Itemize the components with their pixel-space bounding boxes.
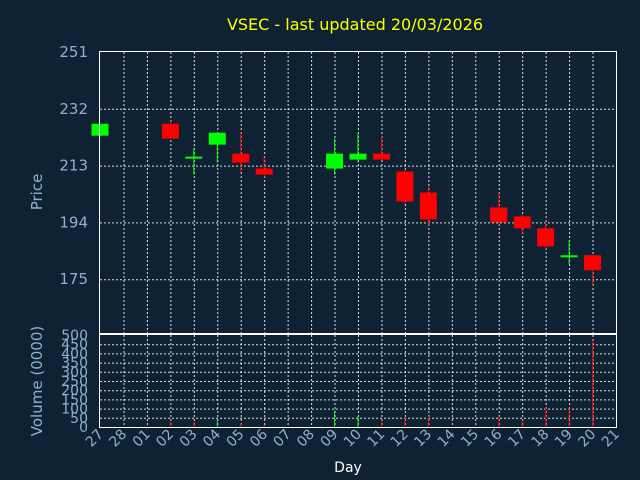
price-panel-frame [99, 51, 617, 334]
x-axis-label: Day [334, 460, 362, 476]
x-tick-label: 02 [153, 427, 177, 451]
volume-tick-label: 250 [61, 374, 88, 390]
x-tick-label: 15 [458, 427, 482, 451]
volume-grid [100, 335, 616, 427]
x-tick-label: 13 [411, 427, 435, 451]
candle-body [208, 132, 226, 145]
x-tick-label: 20 [575, 427, 599, 451]
candle-body [161, 123, 179, 139]
candle-body [584, 255, 602, 271]
x-tick-label: 16 [482, 426, 506, 450]
x-tick-label: 14 [435, 426, 459, 450]
price-axis-label: Price [28, 174, 46, 211]
x-tick-labels: 27 28 01 02 03 04 05 06 07 08 09 10 11 12 13 14 15 16 17 18… [83, 426, 623, 450]
x-tick-label: 21 [599, 427, 623, 451]
price-tick-label: 194 [59, 213, 88, 231]
price-tick-labels: 175 194 213 232 251 [59, 43, 88, 288]
x-tick-label: 17 [505, 427, 529, 451]
x-tick-label: 08 [294, 427, 318, 451]
x-tick-label: 01 [130, 427, 154, 451]
volume-tick-label: 500 [61, 328, 88, 344]
candle-body [185, 156, 203, 159]
candles [91, 120, 602, 286]
volume-tick-label: 100 [61, 402, 88, 418]
x-tick-label: 04 [200, 426, 224, 450]
x-tick-label: 03 [177, 427, 201, 451]
price-tick-label: 232 [59, 100, 88, 118]
x-tick-label: 11 [364, 427, 388, 451]
volume-panel-frame [99, 334, 617, 428]
candle-body [232, 153, 250, 163]
x-tick-label: 06 [247, 426, 271, 450]
volume-tick-label: 300 [61, 365, 88, 381]
x-tick-label: 05 [224, 427, 248, 451]
candle-body [419, 192, 437, 220]
price-tick-label: 175 [59, 270, 88, 288]
x-tick-label: 28 [106, 427, 130, 451]
price-tick-label: 213 [59, 157, 88, 175]
candle-body [326, 153, 344, 169]
candle-body [255, 168, 273, 175]
volume-tick-label: 150 [61, 392, 88, 408]
x-tick-label: 10 [341, 427, 365, 451]
volume-bars [169, 340, 594, 427]
candle-body [537, 228, 555, 247]
candle-body [396, 171, 414, 202]
candle-body [513, 216, 531, 229]
volume-tick-label: 400 [61, 346, 88, 362]
volume-tick-label: 200 [61, 383, 88, 399]
x-tick-label: 19 [552, 427, 576, 451]
candle-body [560, 255, 578, 258]
volume-tick-label: 0 [79, 420, 88, 436]
volume-tick-label: 50 [70, 411, 88, 427]
x-tick-label: 09 [317, 427, 341, 451]
x-tick-label: 07 [271, 427, 295, 451]
candle-body [349, 153, 367, 160]
candle-body [490, 207, 508, 223]
x-tick-label: 12 [388, 427, 412, 451]
price-tick-label: 251 [59, 43, 88, 61]
volume-tick-label: 450 [61, 337, 88, 353]
x-tick-label: 18 [529, 427, 553, 451]
volume-tick-label: 350 [61, 356, 88, 372]
chart-title: VSEC - last updated 20/03/2026 [227, 15, 483, 34]
volume-axis-label: Volume (0000) [28, 326, 46, 436]
candle-body [372, 153, 390, 160]
price-grid [100, 52, 616, 333]
